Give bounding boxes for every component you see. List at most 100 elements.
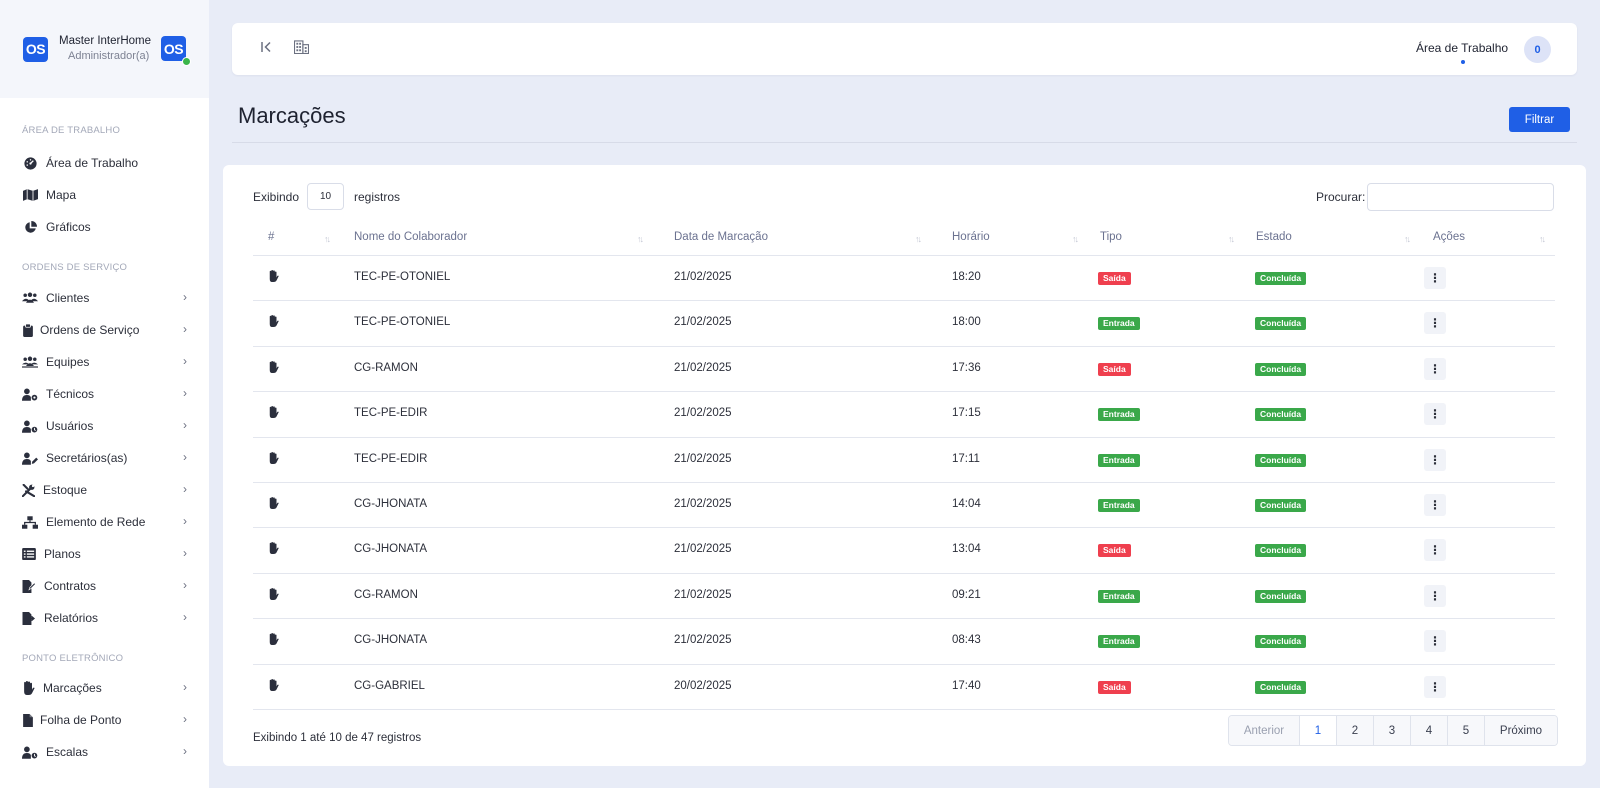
marking-time: 17:36 — [952, 361, 981, 374]
sidebar-item-ordens-de-servico[interactable]: Ordens de Serviço › — [22, 320, 187, 340]
status-badge: Concluída — [1255, 589, 1307, 603]
status-badge: Concluída — [1255, 680, 1307, 694]
more-vertical-icon: ⋮ — [1429, 407, 1441, 422]
chevron-right-icon: › — [183, 386, 187, 400]
row-actions-button[interactable]: ⋮ — [1424, 675, 1446, 698]
column-header-name[interactable]: Nome do Colaborador — [354, 231, 468, 243]
more-vertical-icon: ⋮ — [1429, 679, 1441, 694]
sidebar-item-secretarios[interactable]: Secretários(as) › — [22, 448, 187, 468]
user-gear-icon — [22, 387, 38, 401]
sort-icon[interactable]: ↑↓ — [1072, 234, 1079, 244]
pagination-page[interactable]: 4 — [1411, 716, 1448, 745]
column-header-time[interactable]: Horário — [952, 231, 990, 243]
sidebar-item-marcacoes[interactable]: Marcações › — [22, 678, 187, 698]
sidebar-item-tecnicos[interactable]: Técnicos › — [22, 384, 187, 404]
sort-icon[interactable]: ↑↓ — [1228, 234, 1235, 244]
table-row: TEC-PE-EDIR 21/02/2025 17:11 Entrada Concluí… — [253, 438, 1555, 483]
pagination-page[interactable]: 2 — [1337, 716, 1374, 745]
row-actions-button[interactable]: ⋮ — [1424, 493, 1446, 516]
status-badge: Concluída — [1255, 544, 1307, 558]
sort-icon[interactable]: ↑↓ — [915, 234, 922, 244]
chevron-right-icon: › — [183, 546, 187, 560]
more-vertical-icon: ⋮ — [1429, 634, 1441, 649]
filter-button[interactable]: Filtrar — [1509, 107, 1570, 132]
sidebar-item-relatorios[interactable]: Relatórios › — [22, 608, 187, 628]
row-actions-button[interactable]: ⋮ — [1424, 267, 1446, 289]
sidebar-item-label: Técnicos — [46, 387, 95, 401]
row-actions-button[interactable]: ⋮ — [1424, 584, 1446, 607]
sidebar-item-clientes[interactable]: Clientes › — [22, 288, 187, 308]
table-row: CG-RAMON 21/02/2025 09:21 Entrada Concluída ⋮ — [253, 574, 1555, 620]
status-badge: Concluída — [1255, 317, 1307, 331]
pagination-page[interactable]: 3 — [1374, 716, 1411, 745]
workspace-link[interactable]: Área de Trabalho — [1416, 41, 1509, 55]
sidebar-item-contratos[interactable]: Contratos › — [22, 576, 187, 596]
sidebar-item-label: Equipes — [46, 355, 90, 369]
hand-icon — [268, 633, 279, 648]
sidebar-item-label: Escalas — [46, 745, 89, 759]
notification-badge[interactable]: 0 — [1524, 36, 1551, 63]
table-row: TEC-PE-OTONIEL 21/02/2025 18:20 Saída Conclu… — [253, 256, 1555, 302]
brand-logo: OS — [23, 36, 48, 62]
pagination-page[interactable]: 5 — [1448, 716, 1485, 745]
sidebar-item-label: Clientes — [46, 291, 90, 305]
sort-icon[interactable]: ↑↓ — [324, 234, 331, 244]
sidebar-item-equipes[interactable]: Equipes › — [22, 352, 187, 372]
sidebar-item-label: Marcações — [43, 681, 102, 695]
sidebar-item-label: Gráficos — [46, 220, 91, 234]
collapse-sidebar-icon[interactable] — [260, 40, 274, 58]
row-actions-button[interactable]: ⋮ — [1424, 357, 1446, 380]
sort-icon[interactable]: ↑↓ — [1539, 234, 1546, 244]
marking-time: 17:11 — [952, 452, 980, 465]
sidebar-item-mapa[interactable]: Mapa — [22, 185, 187, 205]
records-table: # ↑↓ Nome do Colaborador ↑↓ Data de Marc… — [253, 220, 1555, 710]
row-actions-button[interactable]: ⋮ — [1424, 403, 1446, 426]
user-clock-icon — [22, 419, 38, 433]
page-title: Marcações — [238, 103, 346, 128]
hand-icon — [268, 451, 279, 467]
collaborator-name: TEC-PE-OTONIEL — [354, 271, 451, 283]
length-suffix: registros — [354, 190, 401, 204]
marking-time: 13:04 — [952, 543, 981, 556]
sidebar-item-graficos[interactable]: Gráficos — [22, 217, 187, 237]
row-actions-button[interactable]: ⋮ — [1424, 448, 1446, 471]
column-header-date[interactable]: Data de Marcação — [674, 231, 768, 243]
marking-date: 21/02/2025 — [674, 407, 732, 420]
sidebar-item-usuarios[interactable]: Usuários › — [22, 416, 187, 436]
sidebar-item-estoque[interactable]: Estoque › — [22, 480, 187, 500]
sidebar-item-folha-de-ponto[interactable]: Folha de Ponto › — [22, 710, 187, 730]
building-icon[interactable] — [293, 40, 310, 57]
length-label: Exibindo — [253, 190, 300, 204]
collaborator-name: CG-JHONATA — [354, 543, 428, 556]
table-header: # ↑↓ Nome do Colaborador ↑↓ Data de Marc… — [253, 220, 1555, 256]
hand-icon — [268, 315, 279, 330]
status-badge: Concluída — [1255, 362, 1307, 376]
sidebar-item-area-de-trabalho[interactable]: Área de Trabalho — [22, 153, 187, 173]
pagination-next[interactable]: Próximo — [1485, 716, 1557, 745]
sort-icon[interactable]: ↑↓ — [637, 234, 644, 244]
avatar[interactable]: OS — [161, 36, 191, 66]
pagination-page[interactable]: 1 — [1300, 716, 1337, 745]
status-badge: Concluída — [1255, 453, 1307, 467]
sidebar-item-label: Ordens de Serviço — [40, 323, 140, 337]
search-input[interactable] — [1367, 183, 1554, 211]
table-row: CG-JHONATA 21/02/2025 13:04 Saída Concluída ⋮ — [253, 528, 1555, 574]
gauge-icon — [22, 156, 38, 170]
map-icon — [22, 188, 38, 202]
column-header-index[interactable]: # — [268, 231, 275, 243]
sidebar-item-planos[interactable]: Planos › — [22, 544, 187, 564]
section-title-workspace: ÁREA DE TRABALHO — [22, 125, 121, 136]
column-header-status[interactable]: Estado — [1256, 231, 1292, 243]
sidebar-item-escalas[interactable]: Escalas › — [22, 742, 187, 762]
row-actions-button[interactable]: ⋮ — [1424, 312, 1446, 335]
pagination-previous[interactable]: Anterior — [1229, 716, 1300, 745]
sidebar-item-elemento-de-rede[interactable]: Elemento de Rede › — [22, 512, 187, 532]
row-actions-button[interactable]: ⋮ — [1424, 630, 1446, 653]
hand-icon — [268, 406, 279, 421]
row-actions-button[interactable]: ⋮ — [1424, 539, 1446, 562]
column-header-actions: Ações — [1433, 231, 1465, 243]
page-length-select[interactable]: 10 — [307, 183, 344, 210]
sort-icon[interactable]: ↑↓ — [1404, 234, 1411, 244]
hand-icon — [268, 542, 279, 557]
column-header-type[interactable]: Tipo — [1100, 231, 1122, 243]
